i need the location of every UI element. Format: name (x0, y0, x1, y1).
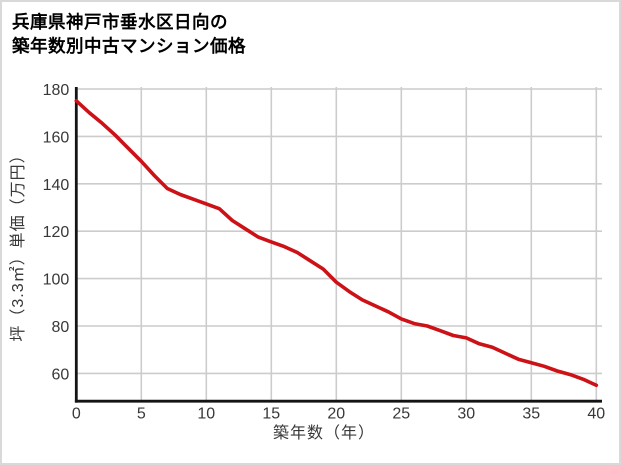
x-tick-label: 30 (457, 406, 475, 423)
x-tick-label: 10 (197, 406, 215, 423)
x-tick-label: 5 (137, 406, 146, 423)
y-tick-label: 80 (52, 319, 70, 336)
y-tick-label: 120 (43, 224, 70, 241)
x-tick-label: 0 (72, 406, 81, 423)
chart-title: 兵庫県神戸市垂水区日向の 築年数別中古マンション価格 (12, 10, 246, 58)
x-tick-label: 40 (587, 406, 605, 423)
chart-title-line2: 築年数別中古マンション価格 (12, 36, 246, 56)
y-tick-label: 100 (43, 272, 70, 289)
x-axis-title: 築年数（年） (273, 424, 375, 442)
x-tick-label: 25 (392, 406, 410, 423)
x-tick-label: 15 (262, 406, 280, 423)
y-tick-label: 140 (43, 177, 70, 194)
x-tick-label: 35 (522, 406, 540, 423)
x-tick-label: 20 (327, 406, 345, 423)
y-axis-title: 坪（3.3㎡）単価（万円） (9, 146, 27, 341)
y-tick-label: 180 (43, 82, 70, 99)
chart-title-line1: 兵庫県神戸市垂水区日向の (12, 12, 228, 32)
price-line (74, 99, 599, 388)
y-tick-label: 160 (43, 129, 70, 146)
y-tick-label: 60 (52, 366, 70, 383)
